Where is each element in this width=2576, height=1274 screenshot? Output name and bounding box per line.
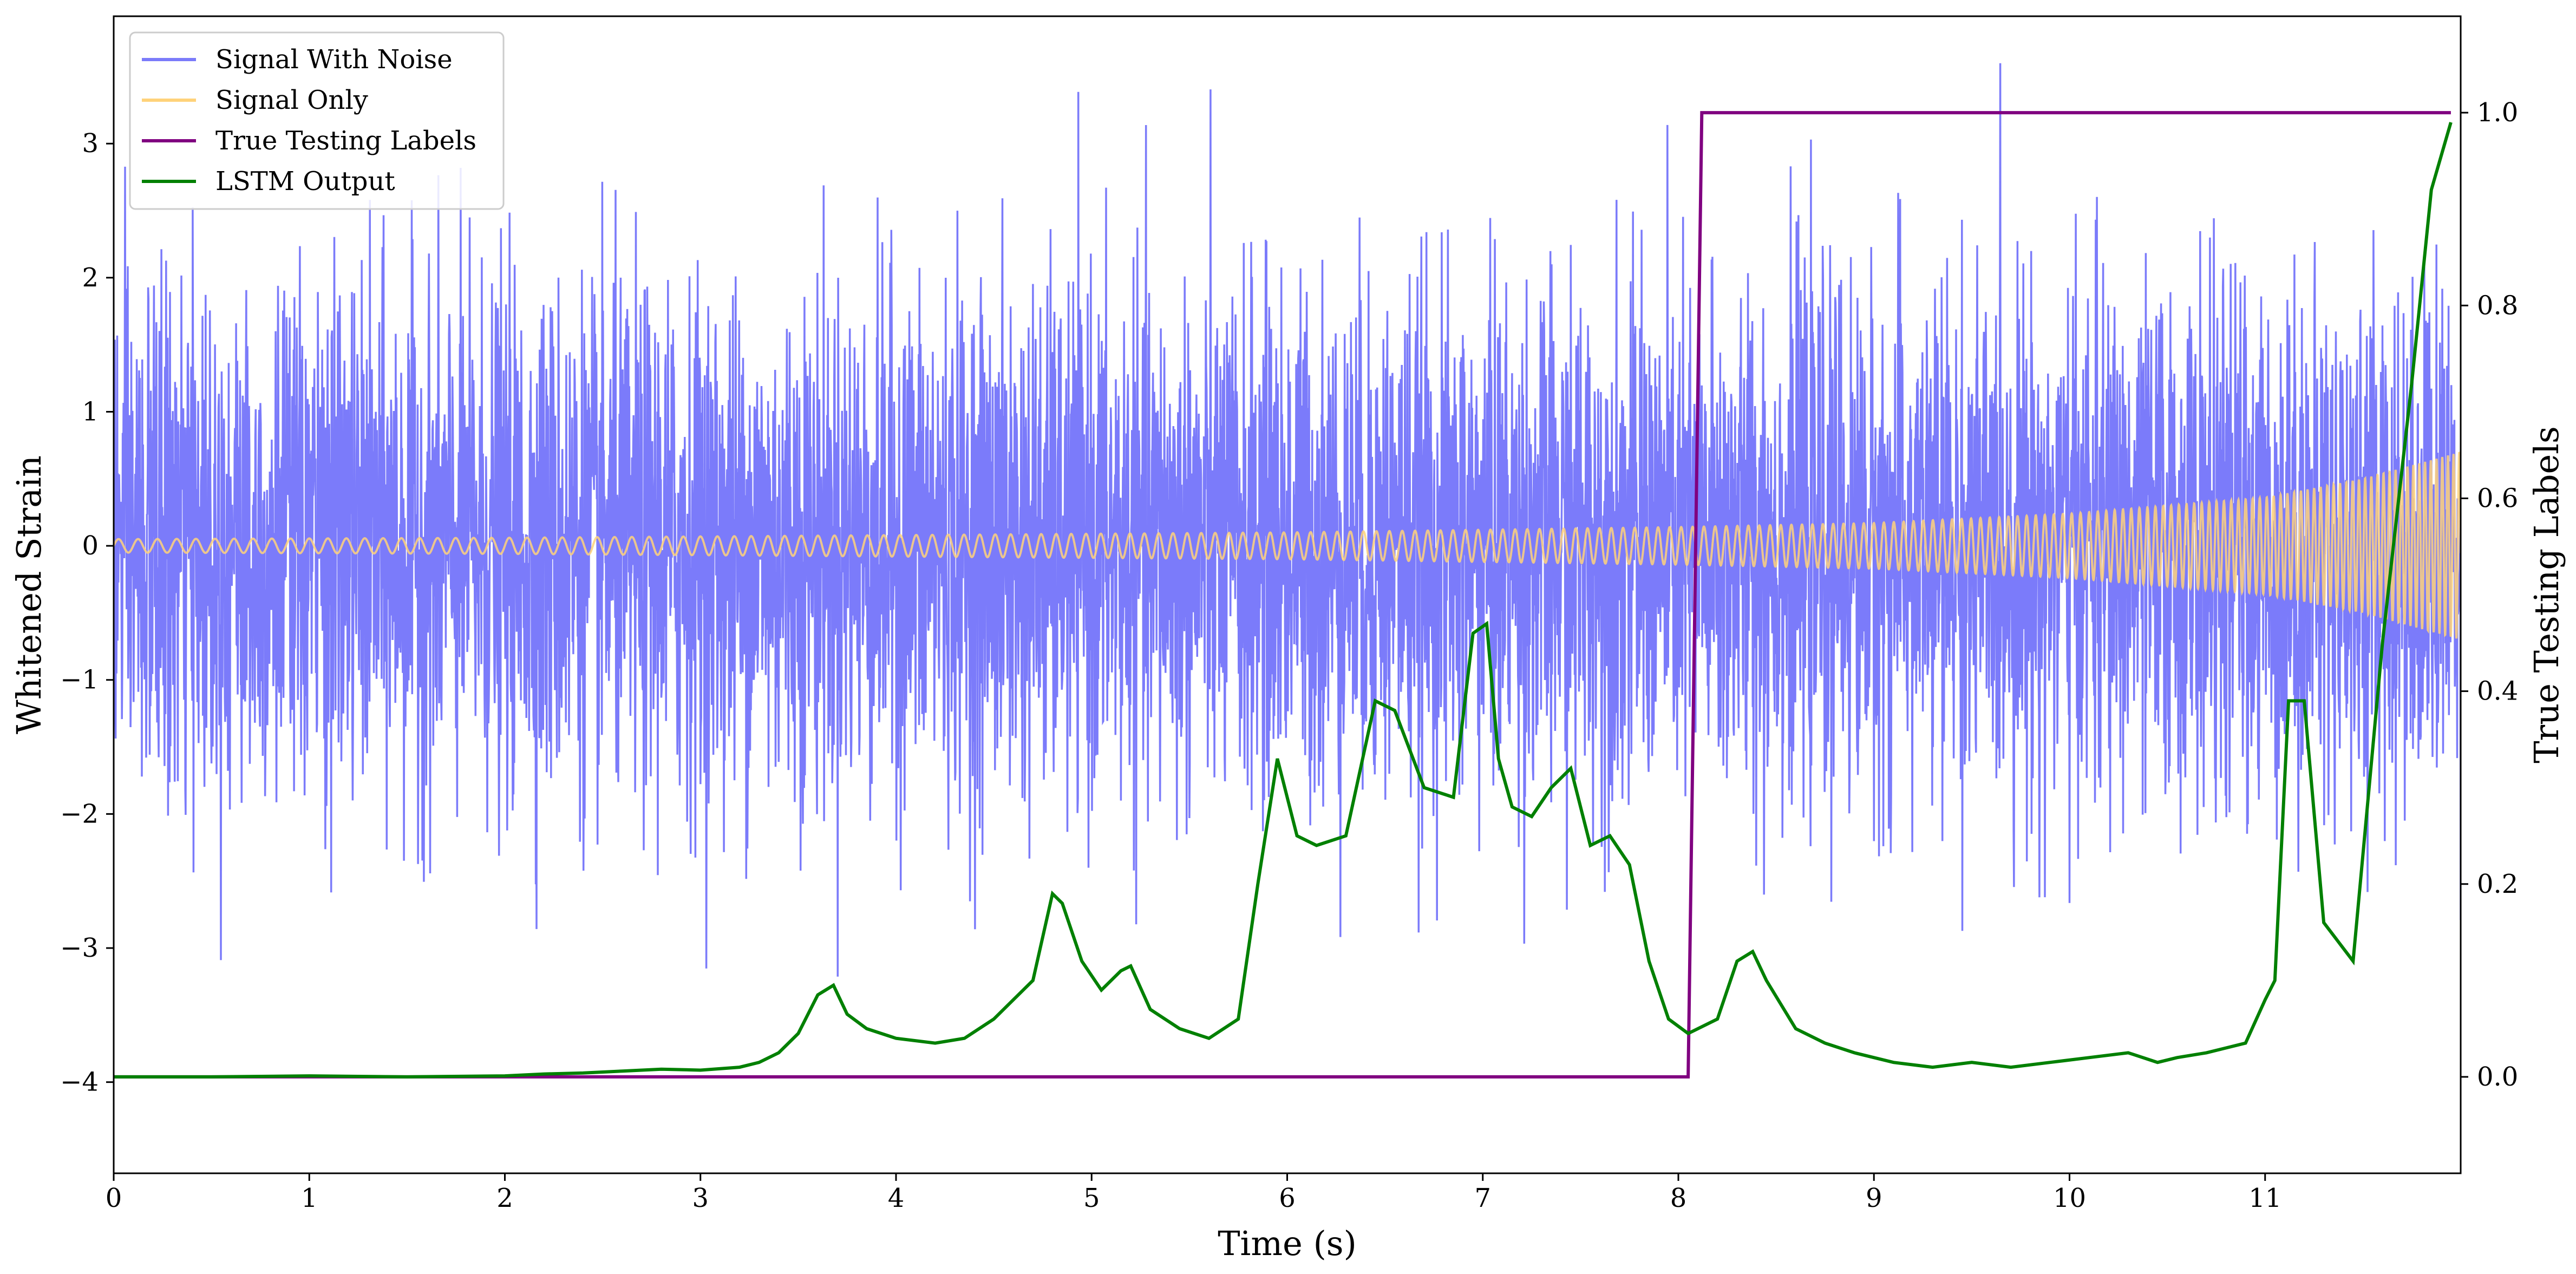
legend: Signal With Noise Signal Only True Testing… — [129, 31, 505, 210]
y-left-axis-label: Whitened Strain — [9, 455, 49, 734]
series-true-testing-labels — [114, 111, 2451, 1079]
y-left-tick-label: 2 — [82, 263, 99, 293]
x-tick-label: 9 — [1866, 1183, 1882, 1213]
y-left-tick-label: −3 — [60, 933, 99, 963]
x-tick-label: 10 — [2053, 1183, 2086, 1213]
legend-label: LSTM Output — [215, 166, 395, 197]
y-left-tick-label: −1 — [60, 665, 99, 695]
x-tick-label: 2 — [496, 1183, 513, 1213]
plot-area — [114, 63, 2461, 1079]
y-right-axis-label: True Testing Labels — [2527, 426, 2566, 763]
plot-series-group — [114, 63, 2461, 1079]
y-left-tick-label: 0 — [82, 531, 99, 561]
legend-box — [129, 31, 505, 210]
y-left-tick-label: 1 — [82, 396, 99, 427]
legend-label: Signal Only — [215, 85, 368, 115]
x-tick-label: 4 — [888, 1183, 905, 1213]
x-tick-label: 7 — [1474, 1183, 1491, 1213]
legend-label: True Testing Labels — [215, 126, 476, 156]
y-right-tick-label: 0.2 — [2477, 869, 2518, 899]
axes: 0 1 2 3 4 5 6 7 8 9 10 11 −4 −3 −2 −1 0 1 2 3 0.0 0.2 0.4 0.6 0.… — [9, 15, 2566, 1263]
x-tick-label: 11 — [2248, 1183, 2281, 1213]
y-left-tick-label: −2 — [60, 799, 99, 829]
y-right-tick-label: 1.0 — [2477, 97, 2518, 128]
y-right-tick-label: 0.0 — [2477, 1062, 2518, 1092]
series-signal-only — [114, 451, 2461, 639]
x-tick-label: 1 — [301, 1183, 318, 1213]
y-left-tick-label: 3 — [82, 128, 99, 159]
x-tick-label: 3 — [692, 1183, 709, 1213]
x-tick-label: 5 — [1083, 1183, 1100, 1213]
y-right-tick-label: 0.4 — [2477, 676, 2518, 707]
x-tick-label: 8 — [1670, 1183, 1687, 1213]
y-left-tick-label: −4 — [60, 1067, 99, 1097]
legend-label: Signal With Noise — [215, 44, 453, 75]
x-tick-label: 6 — [1279, 1183, 1296, 1213]
y-right-tick-label: 0.6 — [2477, 483, 2518, 513]
y-right-tick-label: 0.8 — [2477, 290, 2518, 321]
series-signal-with-noise — [114, 63, 2461, 977]
series-lstm-output — [114, 122, 2453, 1079]
x-axis-label: Time (s) — [1218, 1224, 1357, 1263]
x-tick-label: 0 — [106, 1183, 122, 1213]
